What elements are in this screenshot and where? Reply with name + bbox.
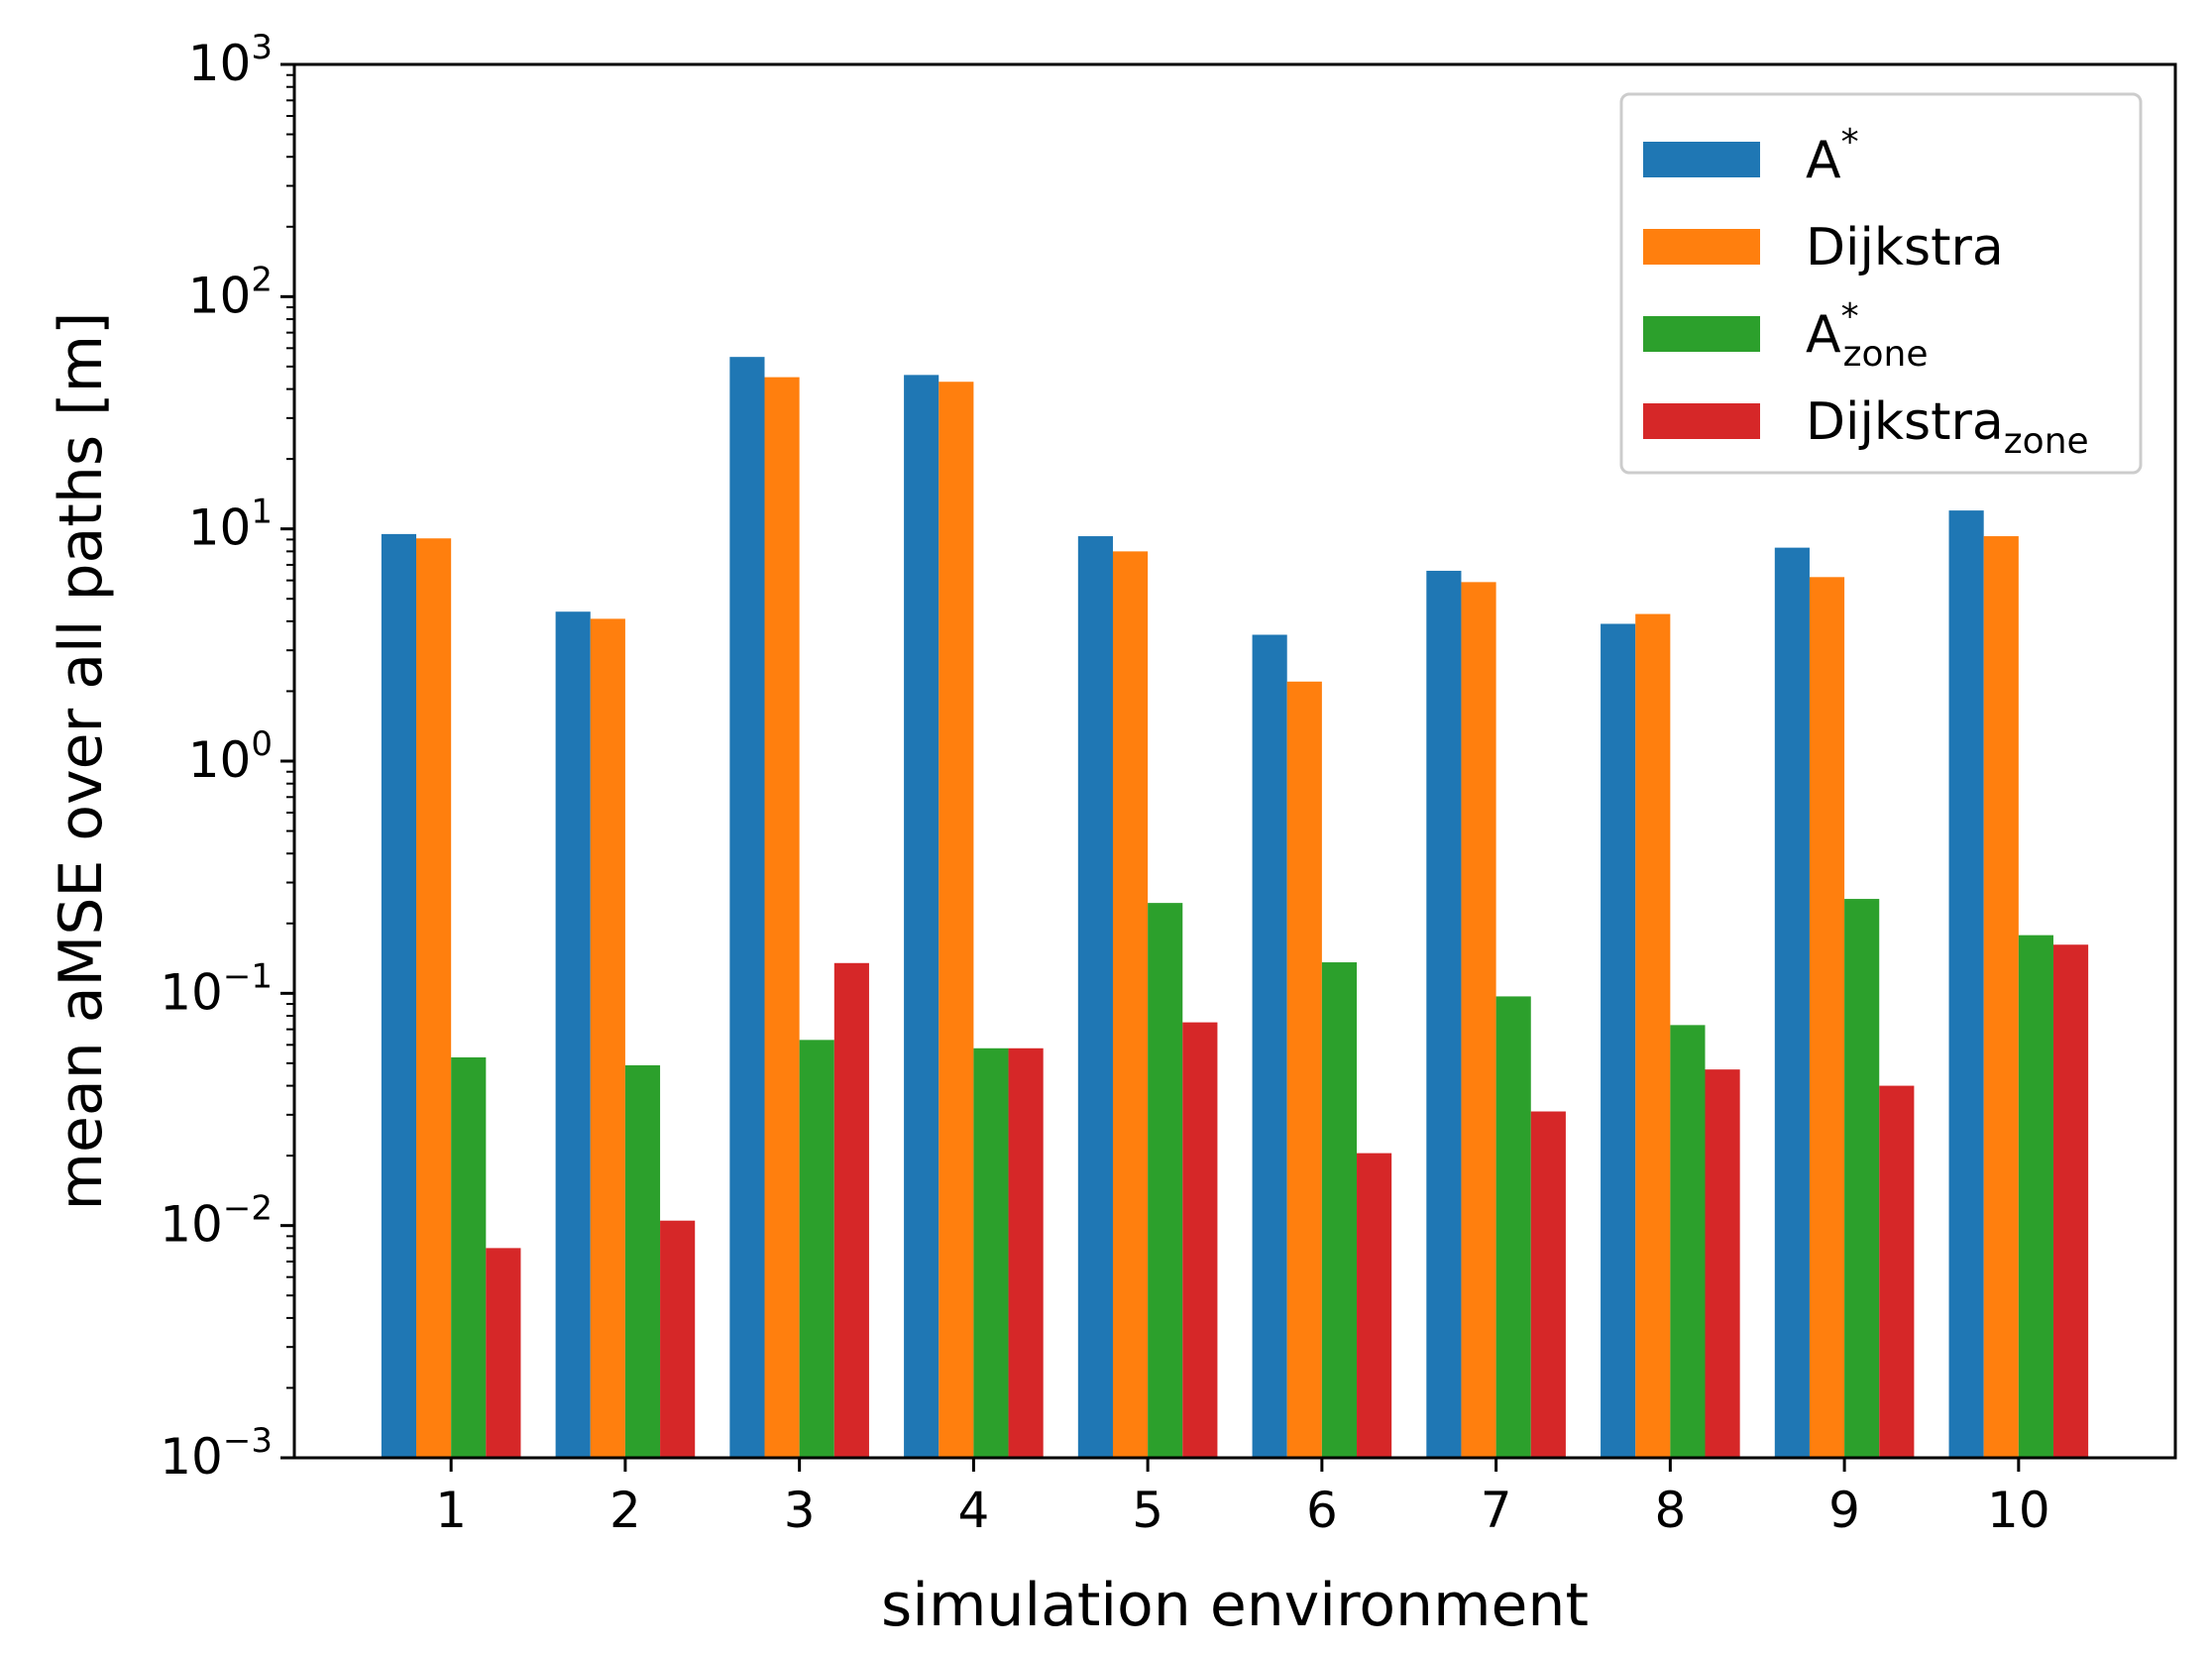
x-tick-label-7: 7 (1481, 1482, 1512, 1539)
bar-s1-env-6 (1252, 634, 1287, 1458)
bar-s3-env-6 (1321, 962, 1358, 1458)
bar-s3-env-3 (799, 1040, 834, 1458)
y-tick-label: 103 (188, 28, 273, 92)
y-tick-label: 10−2 (160, 1189, 273, 1254)
x-axis: 1 2 3 4 5 6 7 8 9 10 (435, 1458, 2050, 1539)
bar-s4-env-2 (660, 1220, 696, 1458)
bar-s1-env-2 (555, 611, 591, 1458)
bar-s1-env-9 (1774, 547, 1810, 1458)
x-tick-label-4: 4 (957, 1482, 989, 1539)
bar-s4-env-10 (2052, 944, 2089, 1458)
bar-s3-env-4 (973, 1048, 1009, 1458)
bar-s4-env-1 (486, 1248, 521, 1458)
legend-label-1: A* (1806, 122, 1859, 190)
legend-swatch-3 (1643, 316, 1760, 352)
bar-s4-env-3 (833, 962, 869, 1458)
bar-s3-env-7 (1495, 996, 1531, 1458)
bar-s2-env-6 (1286, 681, 1322, 1458)
bar-s3-env-10 (2018, 935, 2053, 1458)
bar-s1-env-7 (1426, 570, 1462, 1458)
bar-s3-env-5 (1148, 903, 1183, 1458)
bar-s2-env-9 (1809, 577, 1845, 1458)
y-tick-label: 100 (188, 724, 273, 789)
y-tick-label: 10−1 (160, 956, 273, 1021)
y-tick-label: 10−3 (160, 1421, 273, 1486)
x-tick-label-1: 1 (435, 1482, 467, 1539)
bars-layer (381, 357, 2089, 1459)
bar-s4-env-8 (1705, 1069, 1740, 1458)
legend-label-4: Dijkstrazone (1806, 392, 2089, 462)
bar-s2-env-10 (1983, 536, 2019, 1458)
y-tick-label: 101 (188, 493, 273, 557)
x-tick-label-5: 5 (1132, 1482, 1163, 1539)
x-axis-label: simulation environment (881, 1571, 1589, 1640)
bar-s1-env-10 (1948, 510, 1984, 1458)
plot-frame (292, 62, 2177, 1460)
bar-s4-env-7 (1530, 1111, 1566, 1458)
legend: A* Dijkstra A* zone Dijkstrazone (1619, 92, 2143, 475)
x-tick-label-9: 9 (1828, 1482, 1860, 1539)
legend-box (1619, 92, 2143, 475)
x-tick-label-8: 8 (1654, 1482, 1686, 1539)
x-tick-label-10: 10 (1987, 1482, 2050, 1539)
x-tick-label-6: 6 (1306, 1482, 1338, 1539)
y-axis: 10−3 10−2 10−1 100 101 102 103 (160, 28, 294, 1486)
y-tick-label: 102 (188, 260, 273, 324)
bar-s2-env-1 (416, 538, 452, 1458)
bar-s1-env-3 (729, 357, 765, 1459)
bar-s4-env-6 (1357, 1153, 1392, 1458)
bar-s3-env-9 (1844, 899, 1880, 1458)
legend-swatch-4 (1643, 403, 1760, 439)
x-tick-label-3: 3 (784, 1482, 816, 1539)
bar-s4-env-9 (1879, 1085, 1915, 1458)
legend-label-2: Dijkstra (1806, 218, 2004, 277)
legend-swatch-2 (1643, 229, 1760, 265)
bar-s4-env-4 (1008, 1048, 1044, 1458)
x-tick-label-2: 2 (609, 1482, 641, 1539)
bar-s2-env-7 (1461, 582, 1496, 1458)
bar-s1-env-8 (1601, 623, 1636, 1458)
bar-s2-env-3 (764, 377, 800, 1459)
bar-s1-env-4 (904, 375, 940, 1458)
bar-s4-env-5 (1182, 1022, 1218, 1458)
legend-swatch-1 (1643, 142, 1760, 177)
bar-s2-env-4 (939, 382, 974, 1459)
bar-s1-env-1 (381, 533, 417, 1458)
bar-s3-env-1 (451, 1056, 487, 1458)
bar-s2-env-5 (1112, 551, 1149, 1458)
legend-label-3: A* zone (1806, 296, 1928, 375)
bar-s3-env-2 (624, 1064, 661, 1458)
y-axis-label: mean aMSE over all paths [m] (47, 312, 116, 1211)
bar-s2-env-8 (1635, 613, 1671, 1458)
bar-s1-env-5 (1077, 536, 1113, 1458)
bar-s2-env-2 (590, 618, 625, 1458)
bar-s3-env-8 (1670, 1025, 1706, 1458)
